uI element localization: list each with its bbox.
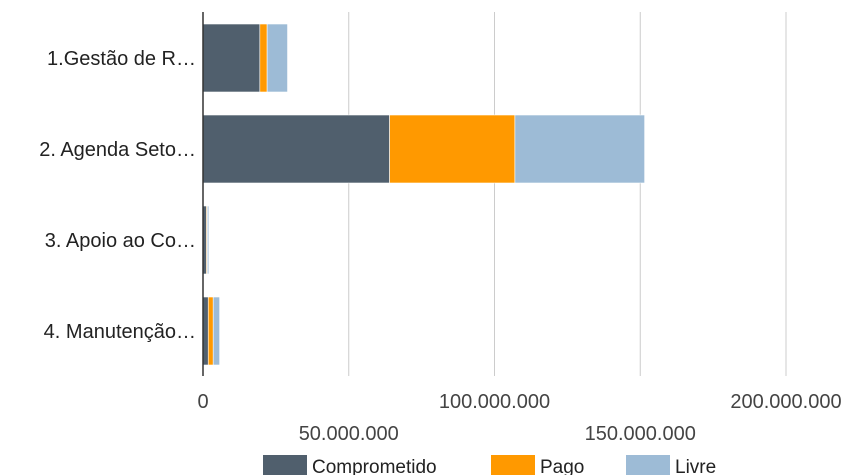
grid-lines [348, 12, 787, 376]
category-label-2: 2. Agenda Seto… [39, 139, 196, 161]
legend-label-pago: Pago [540, 457, 584, 475]
x-tick-labels: 0 50.000.000 100.000.000 150.000.000 200.000… [197, 391, 841, 445]
bar-1-comprometido [202, 23, 261, 93]
legend: Comprometido Pago Livre [263, 455, 716, 475]
bar-2-pago [389, 114, 516, 184]
category-label-4: 4. Manutenção… [44, 321, 196, 343]
legend-label-comprometido: Comprometido [312, 457, 437, 475]
x-tick-label-3: 150.000.000 [585, 423, 696, 445]
legend-swatch-pago [491, 455, 535, 475]
x-tick-label-2: 100.000.000 [439, 391, 550, 413]
category-label-1: 1.Gestão de R… [47, 48, 196, 70]
bar-4-comprometido [202, 296, 209, 366]
x-tick-label-1: 50.000.000 [299, 423, 399, 445]
bar-2-comprometido [202, 114, 390, 184]
legend-swatch-comprometido [263, 455, 307, 475]
bar-1-livre [266, 23, 288, 93]
bars [202, 23, 645, 366]
bar-4-livre [212, 296, 220, 366]
category-labels: 1.Gestão de R… 2. Agenda Seto… 3. Apoio ao… [39, 48, 196, 343]
bar-1-pago [259, 23, 268, 93]
bar-3-livre [207, 205, 210, 275]
category-label-3: 3. Apoio ao Co… [45, 230, 196, 252]
x-tick-label-0: 0 [197, 391, 208, 413]
x-tick-label-4: 200.000.000 [730, 391, 841, 413]
bar-2-livre [514, 114, 645, 184]
bar-4-pago [207, 296, 214, 366]
legend-swatch-livre [626, 455, 670, 475]
legend-label-livre: Livre [675, 457, 716, 475]
